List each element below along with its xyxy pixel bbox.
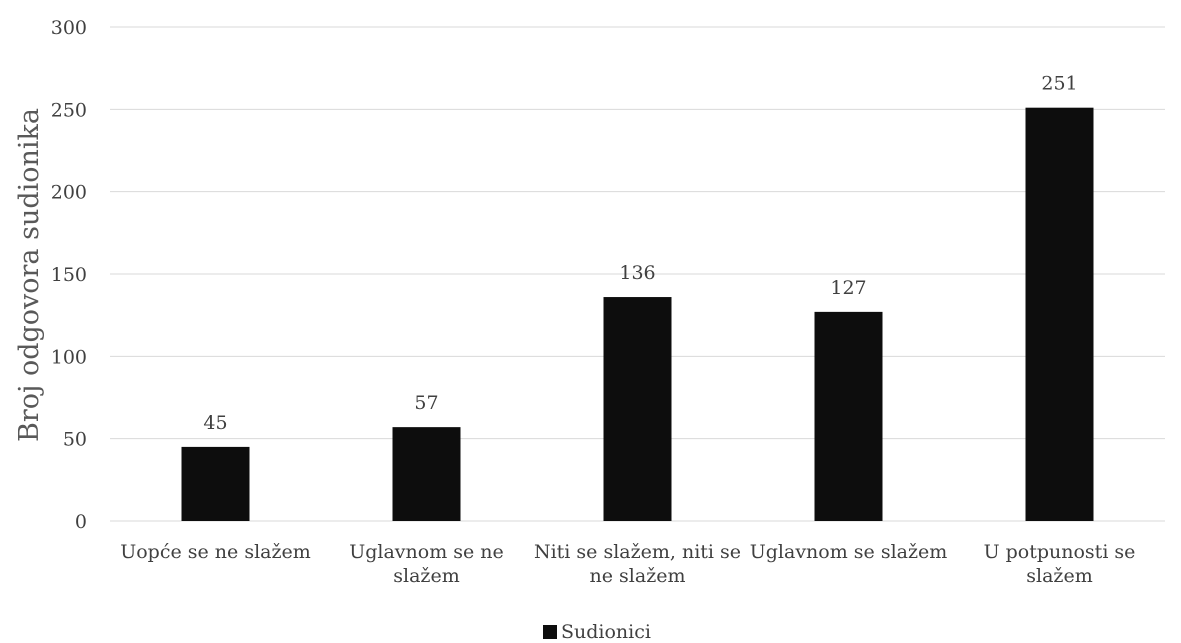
- bar: [814, 311, 883, 521]
- x-category-line: Niti se slažem, niti se: [534, 541, 741, 563]
- bar: [392, 427, 461, 521]
- y-axis-ticks: 0 50 100 150 200 250 300: [51, 17, 87, 533]
- y-tick-label: 50: [63, 429, 87, 451]
- x-category-line: slažem: [1026, 565, 1092, 587]
- data-label: 136: [619, 262, 655, 284]
- y-tick-label: 250: [51, 99, 87, 121]
- bars: [181, 107, 1094, 521]
- y-tick-label: 0: [75, 511, 87, 533]
- legend-swatch: [543, 625, 557, 639]
- bar: [181, 446, 250, 521]
- data-labels: 45 57 136 127 251: [203, 73, 1077, 434]
- y-tick-label: 100: [51, 346, 87, 368]
- y-tick-label: 300: [51, 17, 87, 39]
- y-tick-label: 200: [51, 182, 87, 204]
- x-category-label: Uopće se ne slažem: [120, 541, 311, 563]
- x-category-line: ne slažem: [590, 565, 686, 587]
- data-label: 127: [830, 277, 866, 299]
- data-label: 45: [203, 412, 227, 434]
- x-category-line: Uglavnom se ne: [349, 541, 504, 563]
- legend-label: Sudionici: [561, 621, 651, 643]
- data-label: 57: [414, 392, 438, 414]
- y-tick-label: 150: [51, 264, 87, 286]
- legend: Sudionici: [543, 621, 651, 643]
- x-category-label: Niti se slažem, niti se ne slažem: [534, 541, 741, 587]
- x-category-label: Uglavnom se ne slažem: [349, 541, 504, 587]
- x-category-line: Uopće se ne slažem: [120, 541, 311, 563]
- x-category-line: Uglavnom se slažem: [750, 541, 948, 563]
- bar: [1025, 107, 1094, 521]
- x-category-line: U potpunosti se: [984, 541, 1136, 563]
- x-category-label: Uglavnom se slažem: [750, 541, 948, 563]
- data-label: 251: [1041, 73, 1077, 95]
- x-axis-categories: Uopće se ne slažem Uglavnom se ne slažemNi…: [120, 541, 1135, 587]
- y-axis-title: Broj odgovora sudionika: [14, 108, 45, 442]
- bar: [603, 297, 672, 521]
- x-category-line: slažem: [393, 565, 459, 587]
- x-category-label: U potpunosti se slažem: [984, 541, 1136, 587]
